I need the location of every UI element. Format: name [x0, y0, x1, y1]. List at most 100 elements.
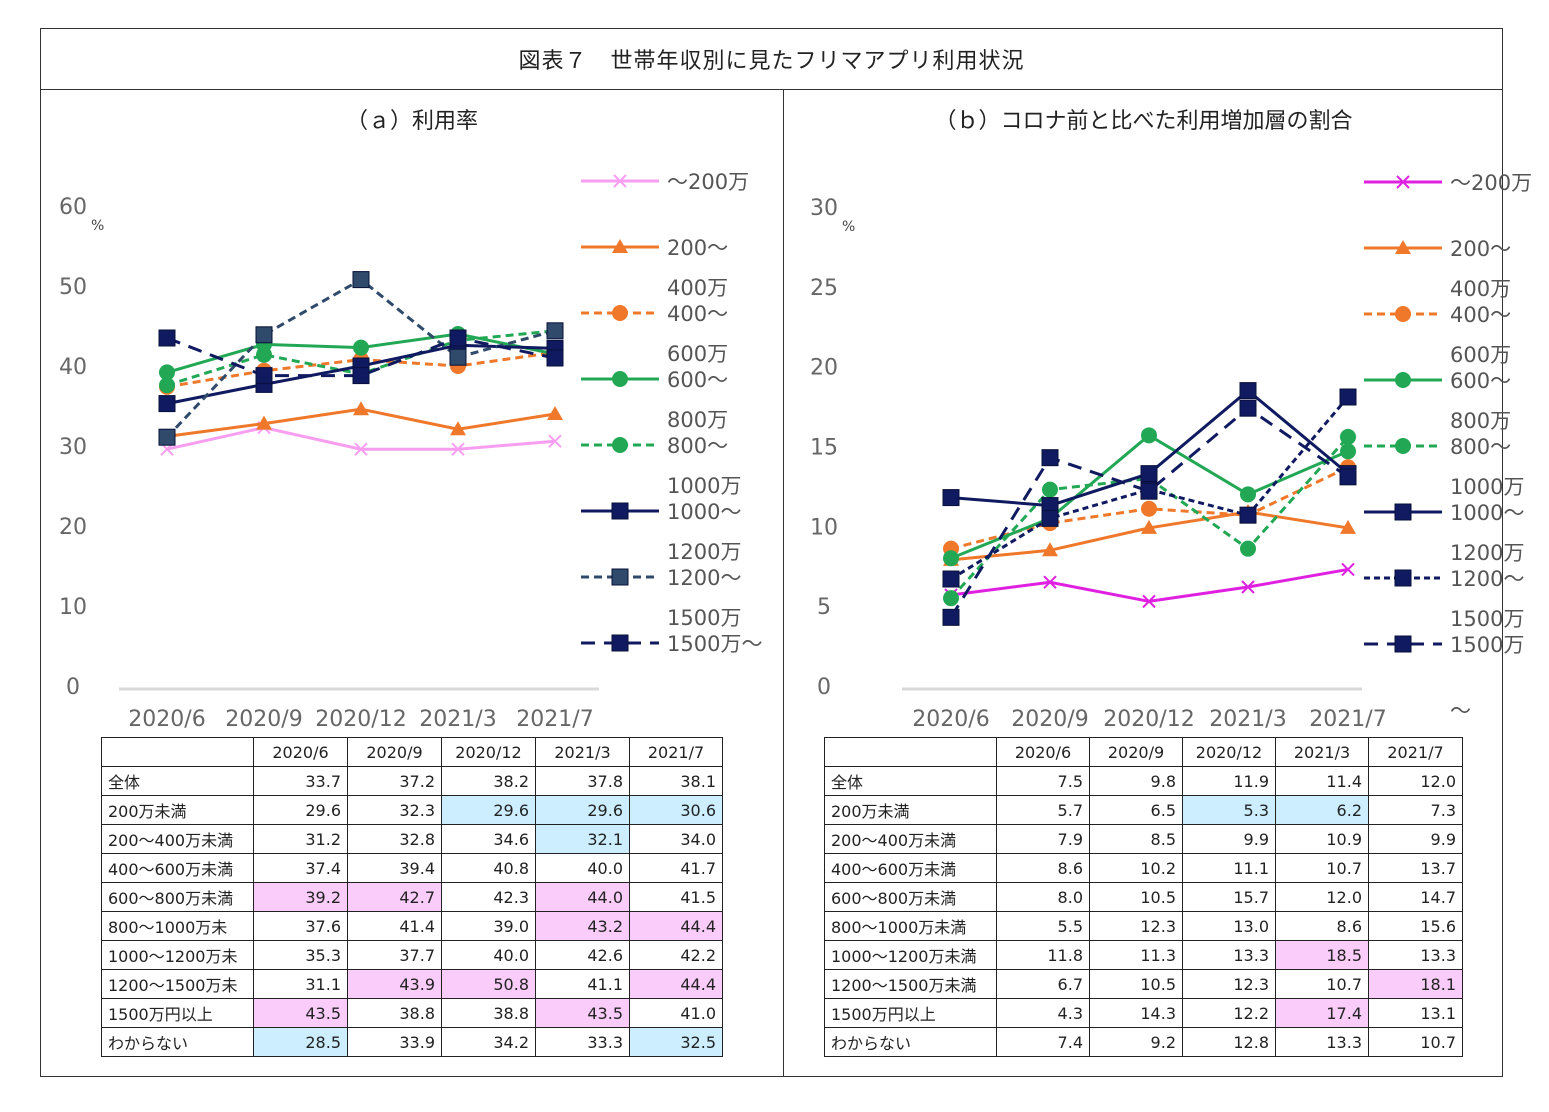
chart-a: 0 10 20 30 40 50 60% 2020/6 2020/9 2020/12 2021/3 2… — [59, 170, 762, 732]
table-cell: 12.0 — [1275, 882, 1369, 912]
x-tick-label: 2021/3 — [419, 707, 496, 732]
legend-label: 1000万 — [1450, 475, 1524, 499]
column-header: 2020/9 — [1089, 737, 1183, 767]
legend-marker — [1394, 569, 1412, 587]
x-tick-label: 2021/3 — [1209, 707, 1286, 732]
row-label: 200～400万未満 — [824, 824, 997, 854]
table-cell: 42.2 — [629, 940, 723, 970]
table-cell: 6.7 — [996, 969, 1090, 999]
table-cell: 10.2 — [1089, 853, 1183, 883]
table-cell: 9.8 — [1089, 766, 1183, 796]
column-header — [824, 737, 997, 767]
table-cell: 32.5 — [629, 1027, 723, 1057]
panel-a: （ａ）利用率 0 10 20 30 40 50 60% 2020/6 2020/9 2020/12… — [41, 89, 783, 1077]
row-label: 600～800万未満 — [101, 882, 254, 912]
table-cell: 8.6 — [1275, 911, 1369, 941]
table-cell: 11.9 — [1182, 766, 1276, 796]
table-cell: 41.7 — [629, 853, 723, 883]
chart-a-title: （ａ）利用率 — [345, 109, 478, 134]
table-b: 2020/6 2020/9 2020/12 2021/3 2021/7 全体 7.5 9.8 1… — [824, 737, 1463, 1057]
table-cell: 11.4 — [1275, 766, 1369, 796]
y-tick-label: 60 — [59, 195, 87, 220]
table-cell: 11.3 — [1089, 940, 1183, 970]
legend-label: 600万 — [667, 342, 728, 366]
table-a: 2020/6 2020/9 2020/12 2021/3 2021/7 全体 33.7 37.… — [101, 737, 723, 1057]
table-cell: 50.8 — [441, 969, 536, 999]
table-row: 200～400万未満 7.9 8.5 9.9 10.9 9.9 — [824, 824, 1463, 854]
table-cell: 42.6 — [535, 940, 630, 970]
x-tick-label: 2020/9 — [225, 707, 302, 732]
table-cell: 13.3 — [1368, 940, 1463, 970]
table-cell: 13.7 — [1368, 853, 1463, 883]
row-label: 600～800万未満 — [824, 882, 997, 912]
table-cell: 40.8 — [441, 853, 536, 883]
row-label: 1200～1500万未 — [101, 969, 254, 999]
data-point — [1041, 509, 1059, 527]
data-point — [158, 428, 176, 446]
table-cell: 8.5 — [1089, 824, 1183, 854]
table-cell: 8.6 — [996, 853, 1090, 883]
table-row: 200～400万未満 31.2 32.8 34.6 32.1 34.0 — [101, 824, 723, 854]
table-cell: 10.5 — [1089, 969, 1183, 999]
data-point — [1340, 443, 1356, 460]
table-row: 400～600万未満 37.4 39.4 40.8 40.0 41.7 — [101, 853, 723, 883]
table-cell: 31.2 — [253, 824, 348, 854]
table-cell: 29.6 — [441, 795, 536, 825]
y-tick-label: 20 — [810, 356, 838, 381]
legend-label: 1000万 — [667, 474, 741, 498]
table-cell: 7.9 — [996, 824, 1090, 854]
legend-label: ～ — [1450, 699, 1471, 723]
data-point — [353, 401, 369, 416]
data-point — [1140, 465, 1158, 483]
table-cell: 37.7 — [347, 940, 442, 970]
row-label: 1500万円以上 — [824, 998, 997, 1028]
column-header: 2021/3 — [535, 737, 630, 767]
table-row: 200万未満 5.7 6.5 5.3 6.2 7.3 — [824, 795, 1463, 825]
table-cell: 5.7 — [996, 795, 1090, 825]
panel-b: （ｂ）コロナ前と比べた利用増加層の割合 0 5 10 15 20 25 30% 2020/6 2… — [784, 89, 1532, 1077]
data-point — [547, 406, 563, 420]
table-row: 1200～1500万未 31.1 43.9 50.8 41.1 44.4 — [101, 969, 723, 999]
table-cell: 14.7 — [1368, 882, 1463, 912]
table-cell: 5.3 — [1182, 795, 1276, 825]
figure-title: 図表７ 世帯年収別に見たフリマアプリ利用状況 — [41, 29, 1502, 90]
x-tick-label: 2021/7 — [516, 707, 593, 732]
table-cell: 8.0 — [996, 882, 1090, 912]
table-cell: 39.0 — [441, 911, 536, 941]
legend-label: 400万 — [667, 276, 728, 300]
data-point — [1340, 428, 1356, 445]
data-point — [1341, 562, 1355, 577]
legend-label: 400～ — [1450, 303, 1511, 327]
data-point — [1239, 506, 1257, 524]
table-cell: 11.1 — [1182, 853, 1276, 883]
y-tick-label: 25 — [810, 276, 838, 301]
data-point — [449, 348, 467, 366]
y-tick-label: 40 — [59, 355, 87, 380]
column-header: 2020/6 — [253, 737, 348, 767]
data-point — [255, 326, 273, 344]
table-cell: 33.7 — [253, 766, 348, 796]
legend-marker — [611, 634, 629, 652]
data-point — [1141, 427, 1157, 444]
legend-marker — [612, 437, 628, 453]
table-cell: 13.0 — [1182, 911, 1276, 941]
table-cell: 29.6 — [253, 795, 348, 825]
table-cell: 6.5 — [1089, 795, 1183, 825]
table-cell: 43.5 — [535, 998, 630, 1028]
row-label: 1200～1500万未満 — [824, 969, 997, 999]
data-point — [352, 271, 370, 289]
series-5 — [943, 428, 1356, 607]
table-cell: 12.8 — [1182, 1027, 1276, 1057]
legend-marker — [1395, 372, 1411, 388]
row-label: 200万未満 — [101, 795, 254, 825]
table-cell: 38.2 — [441, 766, 536, 796]
table-row: わからない 7.4 9.2 12.8 13.3 10.7 — [824, 1027, 1463, 1057]
data-point — [1140, 482, 1158, 500]
row-label: わからない — [824, 1027, 997, 1057]
legend-label: 800万 — [1450, 409, 1511, 433]
table-cell: 44.4 — [629, 911, 723, 941]
table-cell: 34.0 — [629, 824, 723, 854]
legend-label: 400万 — [1450, 277, 1511, 301]
x-tick-label: 2021/7 — [1309, 707, 1386, 732]
table-cell: 31.1 — [253, 969, 348, 999]
